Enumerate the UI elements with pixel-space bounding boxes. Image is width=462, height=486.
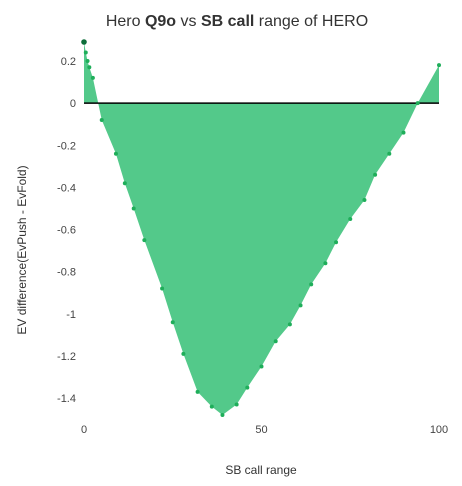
chart-title-part: Q9o: [145, 13, 176, 30]
data-point[interactable]: [348, 217, 353, 222]
data-point[interactable]: [83, 50, 88, 55]
chart-title-part: SB call: [201, 13, 254, 30]
y-tick-label: 0.2: [61, 56, 76, 68]
data-point[interactable]: [401, 130, 406, 135]
x-axis-ticks: 0 50 100: [81, 424, 448, 436]
data-point[interactable]: [81, 39, 87, 45]
chart-title: Hero Q9o vs SB call range of HERO: [106, 13, 368, 30]
data-point[interactable]: [437, 63, 441, 68]
data-point[interactable]: [99, 117, 104, 122]
x-tick-label: 100: [430, 424, 448, 436]
data-point[interactable]: [387, 151, 392, 156]
y-tick-label: -0.8: [57, 267, 76, 279]
y-tick-label: -0.2: [57, 140, 76, 152]
y-axis-ticks: 0.2 0 -0.2 -0.4 -0.6 -0.8 -1 -1.2 -1.4: [57, 56, 76, 405]
x-axis-title: SB call range: [225, 463, 297, 477]
points-layer: [81, 39, 441, 417]
data-point[interactable]: [170, 320, 175, 325]
data-point[interactable]: [113, 151, 118, 156]
y-tick-label: -1.2: [57, 351, 76, 363]
data-point[interactable]: [334, 240, 339, 245]
x-tick-label: 50: [255, 424, 267, 436]
y-axis-title: EV difference(EvPush - EvFold): [15, 165, 29, 334]
y-tick-label: -1: [66, 309, 76, 321]
data-point[interactable]: [259, 364, 264, 369]
data-point[interactable]: [131, 206, 136, 211]
data-point[interactable]: [122, 181, 127, 186]
data-point[interactable]: [90, 75, 95, 80]
data-point[interactable]: [85, 58, 90, 63]
chart-title-part: Hero: [106, 13, 145, 30]
data-point[interactable]: [142, 238, 147, 243]
data-point[interactable]: [373, 172, 378, 177]
y-tick-label: -0.4: [57, 182, 76, 194]
data-point[interactable]: [309, 282, 314, 287]
data-point[interactable]: [87, 65, 92, 70]
data-point[interactable]: [220, 413, 225, 417]
y-tick-label: -0.6: [57, 225, 76, 237]
data-point[interactable]: [181, 351, 186, 356]
ev-area: [84, 42, 439, 415]
data-point[interactable]: [287, 322, 292, 327]
data-point[interactable]: [195, 389, 200, 394]
data-point[interactable]: [160, 286, 165, 291]
data-point[interactable]: [245, 385, 250, 390]
data-point[interactable]: [234, 402, 239, 407]
y-tick-label: -1.4: [57, 393, 76, 405]
area-layer: [84, 42, 439, 415]
data-point[interactable]: [415, 101, 420, 106]
data-point[interactable]: [209, 404, 214, 409]
y-tick-label: 0: [70, 98, 76, 110]
chart-title-part: range of HERO: [254, 13, 368, 30]
data-point[interactable]: [273, 339, 278, 344]
chart-title-part: vs: [176, 13, 201, 30]
data-point[interactable]: [323, 261, 328, 266]
data-point[interactable]: [362, 198, 367, 203]
data-point[interactable]: [298, 303, 303, 308]
x-tick-label: 0: [81, 424, 87, 436]
